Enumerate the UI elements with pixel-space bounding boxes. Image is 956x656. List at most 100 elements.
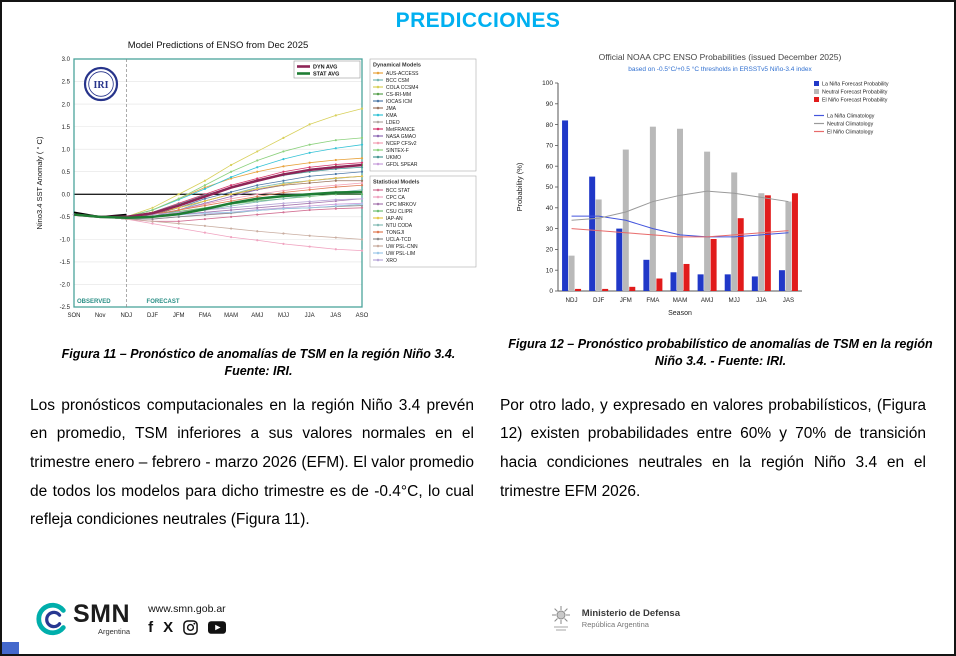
svg-text:UCLA-TCD: UCLA-TCD xyxy=(386,237,412,243)
svg-text:2.0: 2.0 xyxy=(62,102,71,108)
svg-text:SON: SON xyxy=(68,313,81,319)
svg-text:BCC CSM: BCC CSM xyxy=(386,78,409,84)
smn-country-label: Argentina xyxy=(97,627,131,637)
smn-logo: SMN Argentina xyxy=(32,600,130,638)
figure-11-caption: Figura 11 – Pronóstico de anomalías de T… xyxy=(61,347,456,378)
figures-row: Model Predictions of ENSO from Dec 2025 -… xyxy=(2,33,954,380)
svg-text:SINTEX-F: SINTEX-F xyxy=(386,148,409,154)
ministry-emblem-icon xyxy=(551,606,570,631)
svg-text:XRO: XRO xyxy=(386,258,397,264)
smn-website-link[interactable]: www.smn.gob.ar xyxy=(148,602,226,615)
svg-text:KMA: KMA xyxy=(386,113,398,119)
svg-text:UW PSL-CNN: UW PSL-CNN xyxy=(386,244,418,250)
svg-text:NCEP CFSv2: NCEP CFSv2 xyxy=(386,141,417,147)
svg-text:Statistical Models: Statistical Models xyxy=(373,180,419,186)
facebook-icon[interactable]: f xyxy=(148,618,154,636)
svg-text:AUS-ACCESS: AUS-ACCESS xyxy=(386,71,419,77)
svg-text:JMA: JMA xyxy=(386,106,397,112)
svg-text:FMA: FMA xyxy=(199,313,212,319)
svg-text:80: 80 xyxy=(546,122,554,129)
figure-11: Model Predictions of ENSO from Dec 2025 -… xyxy=(16,35,501,380)
svg-text:El Niño Climatology: El Niño Climatology xyxy=(827,130,874,136)
corner-accent xyxy=(2,642,19,654)
svg-text:DJF: DJF xyxy=(593,297,605,304)
svg-text:-2.5: -2.5 xyxy=(60,305,71,311)
smn-swirl-icon xyxy=(36,602,66,636)
svg-text:AMJ: AMJ xyxy=(701,297,713,304)
svg-text:COLA CCSM4: COLA CCSM4 xyxy=(386,85,418,91)
ministry-branding: Ministerio de Defensa República Argentin… xyxy=(548,604,680,634)
x-icon[interactable]: X xyxy=(163,618,174,636)
svg-text:UW PSL-LIM: UW PSL-LIM xyxy=(386,251,415,257)
svg-text:El Niño Forecast Probability: El Niño Forecast Probability xyxy=(822,98,888,104)
svg-text:JFM: JFM xyxy=(620,297,632,304)
youtube-icon[interactable] xyxy=(208,620,227,634)
svg-text:70: 70 xyxy=(546,143,554,150)
instagram-icon[interactable] xyxy=(183,619,198,635)
svg-text:MJJ: MJJ xyxy=(278,313,289,319)
svg-text:FMA: FMA xyxy=(647,297,661,304)
svg-text:90: 90 xyxy=(546,101,554,108)
svg-text:3.0: 3.0 xyxy=(62,57,71,63)
paragraph-left: Los pronósticos computacionales en la re… xyxy=(30,396,474,529)
svg-text:ASO: ASO xyxy=(356,313,369,319)
svg-text:BCC STAT: BCC STAT xyxy=(386,188,410,194)
svg-text:NDJ: NDJ xyxy=(121,313,133,319)
svg-text:AMJ: AMJ xyxy=(252,313,264,319)
svg-text:JJA: JJA xyxy=(757,297,768,304)
svg-text:20: 20 xyxy=(546,247,554,254)
svg-text:MAM: MAM xyxy=(673,297,687,304)
svg-text:Season: Season xyxy=(669,310,693,317)
page-title: PREDICCIONES xyxy=(395,9,561,32)
smn-wordmark: SMN xyxy=(73,600,131,629)
svg-text:CS-IRI-MM: CS-IRI-MM xyxy=(386,92,411,98)
svg-text:100: 100 xyxy=(543,80,554,87)
body-text: Los pronósticos computacionales en la re… xyxy=(2,380,954,535)
svg-text:JAS: JAS xyxy=(783,297,794,304)
svg-text:LDEO: LDEO xyxy=(386,120,400,126)
svg-text:DJF: DJF xyxy=(148,313,159,319)
svg-text:0.5: 0.5 xyxy=(62,170,71,176)
enso-plume-chart: Model Predictions of ENSO from Dec 2025 -… xyxy=(35,40,477,319)
ministry-subtitle: República Argentina xyxy=(581,620,649,630)
svg-text:IOCAS ICM: IOCAS ICM xyxy=(386,99,412,105)
svg-text:NDJ: NDJ xyxy=(566,297,578,304)
svg-text:Model Predictions of ENSO from: Model Predictions of ENSO from Dec 2025 xyxy=(128,40,309,51)
svg-text:50: 50 xyxy=(546,184,554,191)
svg-text:DYN AVG: DYN AVG xyxy=(313,65,337,71)
svg-text:MJJ: MJJ xyxy=(729,297,740,304)
social-icons-row: f X xyxy=(148,618,227,636)
svg-text:based on -0.5°C/+0.5 °C thresh: based on -0.5°C/+0.5 °C thresholds in ER… xyxy=(629,65,813,73)
svg-text:OBSERVED: OBSERVED xyxy=(77,299,111,305)
svg-text:Official NOAA CPC ENSO Probabi: Official NOAA CPC ENSO Probabilities (is… xyxy=(599,52,842,62)
svg-text:1.0: 1.0 xyxy=(62,147,71,153)
svg-text:STAT AVG: STAT AVG xyxy=(313,72,339,78)
paragraph-right: Por otro lado, y expresado en valores pr… xyxy=(499,396,926,500)
smn-branding: SMN Argentina www.smn.gob.ar f X xyxy=(32,600,227,638)
footer: SMN Argentina www.smn.gob.ar f X xyxy=(2,600,954,654)
svg-text:Probability (%): Probability (%) xyxy=(515,162,524,211)
svg-text:NASA GMAO: NASA GMAO xyxy=(386,134,416,140)
svg-text:30: 30 xyxy=(546,226,554,233)
svg-text:10: 10 xyxy=(546,267,554,274)
svg-text:1.5: 1.5 xyxy=(62,125,71,131)
svg-text:2.5: 2.5 xyxy=(62,80,71,86)
svg-text:JJA: JJA xyxy=(305,313,315,319)
svg-text:CPC MRKOV: CPC MRKOV xyxy=(386,202,417,208)
svg-text:JAS: JAS xyxy=(331,313,342,319)
svg-text:-2.0: -2.0 xyxy=(60,283,71,289)
svg-text:IRI: IRI xyxy=(94,80,109,91)
svg-text:Dynamical Models: Dynamical Models xyxy=(373,63,421,69)
svg-text:Nino3.4 SST Anomaly ( ° C): Nino3.4 SST Anomaly ( ° C) xyxy=(35,136,44,229)
svg-text:0: 0 xyxy=(550,288,554,295)
svg-text:-0.5: -0.5 xyxy=(60,215,71,221)
svg-text:40: 40 xyxy=(546,205,554,212)
svg-text:JFM: JFM xyxy=(173,313,185,319)
figure-12-caption: Figura 12 – Pronóstico probabilístico de… xyxy=(508,337,933,368)
svg-text:La Niña Climatology: La Niña Climatology xyxy=(827,114,875,120)
svg-text:TONGJI: TONGJI xyxy=(386,230,404,236)
svg-text:GFDL SPEAR: GFDL SPEAR xyxy=(386,162,418,168)
svg-text:UKMO: UKMO xyxy=(386,155,401,161)
svg-text:NTU CODA: NTU CODA xyxy=(386,223,413,229)
svg-text:IAP-AN: IAP-AN xyxy=(386,216,403,222)
